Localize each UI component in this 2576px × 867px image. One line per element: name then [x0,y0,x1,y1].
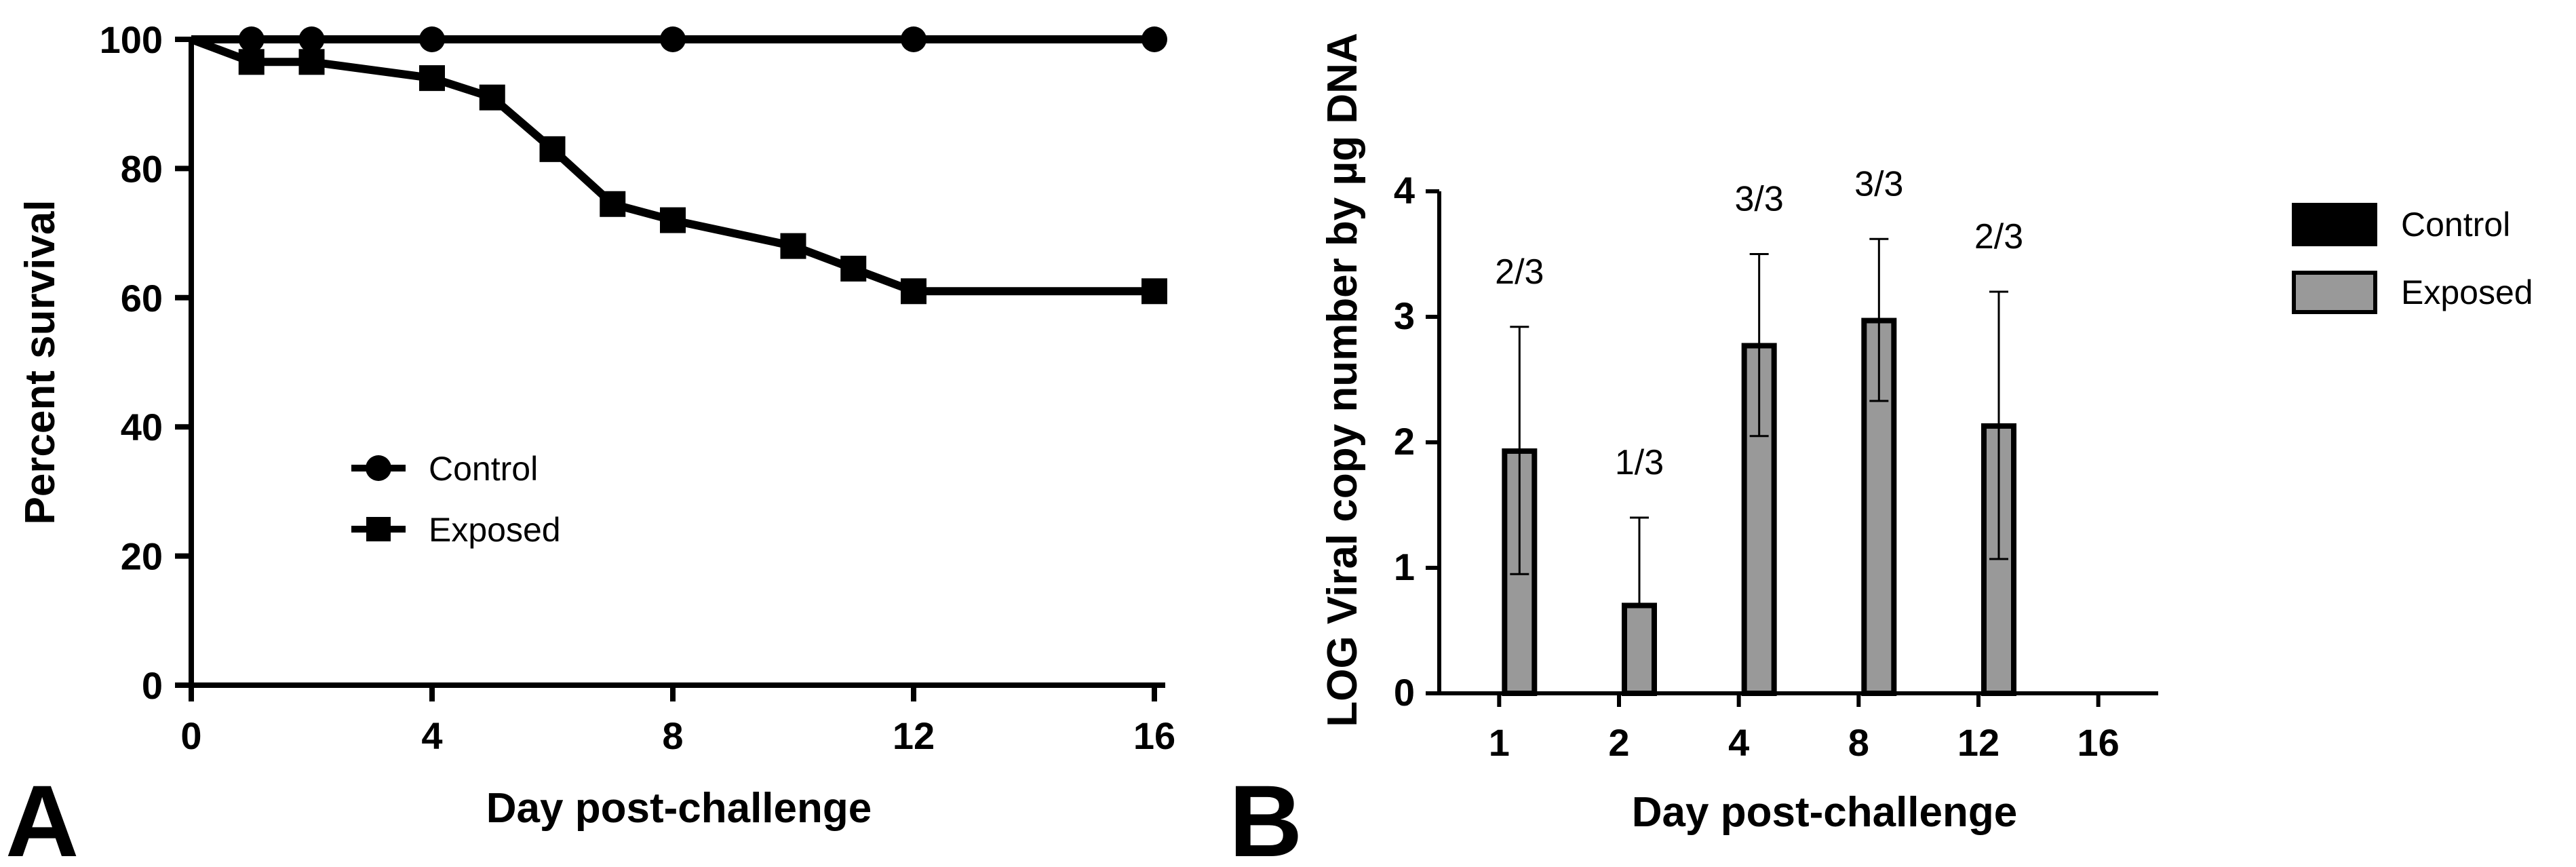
exposed-series-line [189,35,1154,296]
panel-a-legend: Control Exposed [351,450,561,549]
exposed-data-point [600,191,626,217]
y-tick-label: 40 [121,406,163,448]
exposed-data-point [298,49,325,75]
y-tick-label: 4 [1394,169,1415,212]
exposed-data-point [539,136,566,162]
panel-b-label: B [1229,764,1302,867]
y-tick-label: 20 [121,535,163,578]
panel-a-legend-control: Control [429,450,538,488]
x-tick-label: 2 [1608,721,1629,764]
panel-a-y-ticks: 0 20 40 60 80 100 [100,18,191,707]
y-tick-label: 0 [1394,671,1415,714]
x-tick-label: 16 [2077,721,2120,764]
positive-fraction-label: 1/3 [1615,443,1664,482]
positive-fraction-label: 2/3 [1974,217,2023,256]
exposed-data-point [419,65,445,92]
x-tick-label: 8 [1848,721,1869,764]
panel-b-bars: 2/3 1/3 3/3 3/3 2/3 [1495,164,2023,696]
x-tick-label: 1 [1489,721,1510,764]
x-tick-label: 4 [421,714,442,757]
control-data-point [901,26,926,52]
y-tick-label: 1 [1394,545,1415,588]
panel-a-x-axis-title: Day post-challenge [486,785,872,832]
legend-control-swatch [2292,203,2377,246]
panel-b-y-axis-title: LOG Viral copy number by µg DNA [1319,33,1366,727]
legend-control-circle-marker [366,455,391,481]
y-tick-label: 3 [1394,294,1415,337]
panel-a-y-axis-title: Percent survival [17,199,64,524]
x-tick-label: 12 [1957,721,1999,764]
panel-a-legend-exposed: Exposed [429,511,561,549]
x-tick-label: 16 [1133,714,1175,757]
y-tick-label: 80 [121,147,163,190]
x-tick-label: 8 [662,714,683,757]
x-tick-label: 0 [180,714,201,757]
control-data-point [419,26,445,52]
control-data-point [1141,26,1167,52]
positive-fraction-label: 2/3 [1495,252,1544,292]
x-tick-label: 4 [1728,721,1749,764]
panel-a-survival-chart: 0 20 40 60 80 100 0 4 8 12 16 Percent survival Da… [5,18,1175,867]
y-tick-label: 0 [142,664,163,707]
panel-b-legend: Control Exposed [2292,203,2533,314]
x-tick-label: 12 [893,714,935,757]
exposed-data-point [238,49,265,75]
control-data-point [238,26,265,52]
legend-exposed-swatch [2292,271,2377,314]
panel-b-legend-exposed: Exposed [2401,273,2533,311]
control-data-point [660,26,686,52]
y-tick-label: 100 [100,18,163,61]
legend-exposed-square-marker [366,517,391,541]
panel-b-x-axis-title: Day post-challenge [1632,789,2017,836]
exposed-data-point [840,255,867,282]
exposed-data-point [901,278,926,305]
exposed-bar [1622,602,1657,696]
panel-b-x-ticks: 1 2 4 8 12 16 [1489,693,2120,764]
positive-fraction-label: 3/3 [1735,180,1784,219]
panel-a-x-ticks: 0 4 8 12 16 [180,685,1175,757]
exposed-data-point [660,207,686,233]
positive-fraction-label: 3/3 [1854,164,1903,204]
exposed-data-point [780,233,806,259]
panel-a-label: A [5,764,79,867]
panel-b-y-ticks: 0 1 2 3 4 [1394,169,1439,714]
y-tick-label: 2 [1394,420,1415,463]
exposed-data-point [479,84,505,111]
y-tick-label: 60 [121,277,163,320]
exposed-data-point [1141,278,1167,305]
exposed-bar [1861,317,1897,696]
control-data-point [298,26,325,52]
panel-b-legend-control: Control [2401,206,2510,244]
panel-a-series [189,26,1167,305]
